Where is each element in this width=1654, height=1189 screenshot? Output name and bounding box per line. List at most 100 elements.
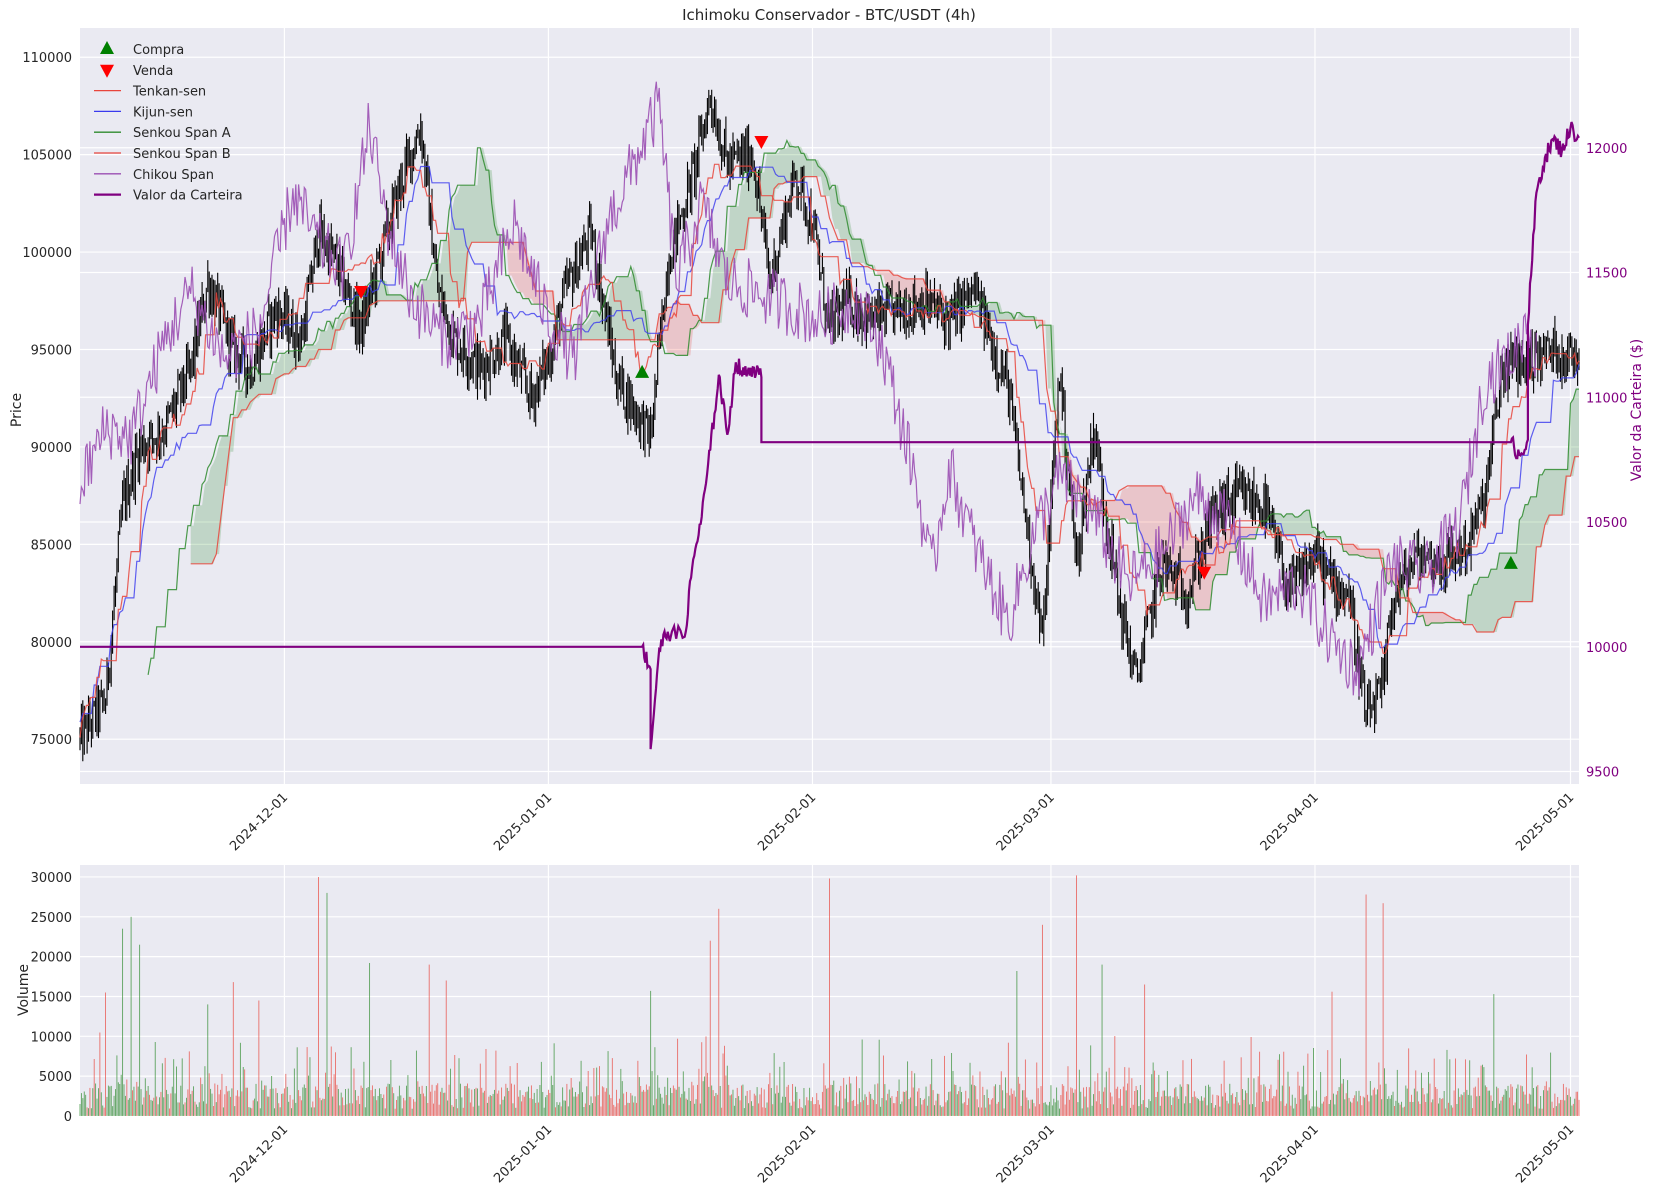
volume-bar xyxy=(1358,1090,1360,1116)
volume-bar xyxy=(150,1099,152,1116)
volume-bar xyxy=(127,1099,129,1116)
volume-bar xyxy=(1203,1097,1205,1116)
volume-bar xyxy=(939,1105,941,1116)
volume-bar xyxy=(617,1103,619,1116)
volume-bar xyxy=(384,1108,386,1116)
volume-bar xyxy=(212,1106,214,1116)
volume-bar xyxy=(1000,1071,1002,1116)
volume-bar xyxy=(716,1094,718,1116)
volume-bar xyxy=(1039,1104,1041,1116)
volume-bar xyxy=(833,1080,835,1116)
volume-bar xyxy=(535,1102,537,1116)
volume-bar xyxy=(164,1057,166,1116)
volume-bar xyxy=(1426,1093,1428,1116)
legend-item: Senkou Span A xyxy=(94,126,231,141)
volume-bar xyxy=(1553,1107,1554,1116)
volume-bar xyxy=(538,1102,539,1116)
volume-bar xyxy=(905,1090,907,1116)
volume-bar xyxy=(794,1086,796,1116)
volume-bar xyxy=(340,1092,342,1116)
volume-bar xyxy=(1094,1081,1096,1116)
volume-bar xyxy=(381,1098,383,1116)
volume-bar xyxy=(352,1103,353,1116)
volume-bar xyxy=(1298,1085,1300,1116)
volume-bar xyxy=(1087,1107,1089,1116)
volume-bar xyxy=(106,1096,108,1116)
volume-bar xyxy=(885,1100,887,1116)
volume-bar xyxy=(616,1089,618,1116)
volume-bar xyxy=(792,1084,794,1116)
volume-bar xyxy=(1054,1102,1056,1116)
volume-bar xyxy=(530,1085,532,1116)
volume-bar xyxy=(1189,1103,1191,1116)
volume-bar xyxy=(1523,1091,1525,1116)
volume-bar xyxy=(1040,1086,1042,1116)
volume-bar xyxy=(878,1039,880,1116)
volume-axis-label: Volume xyxy=(16,964,32,1016)
volume-bar xyxy=(431,1084,433,1116)
volume-bar xyxy=(969,1062,971,1116)
volume-bar xyxy=(218,1094,220,1116)
volume-bar xyxy=(496,1093,498,1116)
volume-bar xyxy=(124,1095,126,1116)
volume-bar xyxy=(506,1087,508,1116)
volume-bar xyxy=(1314,1106,1316,1116)
volume-bar xyxy=(576,1096,578,1116)
volume-bar xyxy=(536,1089,538,1116)
volume-bar xyxy=(1135,1086,1137,1116)
volume-bar xyxy=(1401,1101,1403,1116)
volume-bar xyxy=(753,1093,755,1116)
volume-bar xyxy=(687,1099,688,1116)
volume-bar xyxy=(874,1084,876,1116)
volume-bar xyxy=(1517,1084,1519,1116)
volume-bar xyxy=(1507,1085,1509,1116)
volume-bar xyxy=(684,1091,686,1116)
volume-bar xyxy=(1341,1083,1343,1116)
volume-bar xyxy=(1145,1107,1147,1116)
volume-bar xyxy=(722,1053,724,1116)
volume-bar xyxy=(787,1084,789,1116)
volume-bar xyxy=(908,1099,910,1116)
volume-bar xyxy=(856,1076,857,1116)
volume-bar xyxy=(1504,1089,1506,1116)
y-tick-label: 85000 xyxy=(31,538,72,553)
volume-bar xyxy=(509,1066,511,1116)
volume-bar xyxy=(980,1107,982,1116)
volume-bar xyxy=(468,1088,470,1116)
volume-bar xyxy=(864,1094,866,1116)
volume-bar xyxy=(1074,1089,1076,1116)
volume-bar xyxy=(547,1089,549,1116)
volume-bar xyxy=(640,1086,642,1116)
volume-bar xyxy=(1567,1095,1569,1116)
bullish-cloud xyxy=(1462,389,1579,632)
volume-bar xyxy=(1264,1086,1266,1116)
volume-bar xyxy=(664,1086,666,1116)
volume-bar xyxy=(1402,1107,1404,1116)
volume-bar xyxy=(1022,1090,1023,1116)
volume-bar xyxy=(1110,1092,1112,1116)
volume-bar xyxy=(126,1079,128,1116)
volume-bar xyxy=(1571,1105,1573,1116)
volume-bar xyxy=(877,1083,879,1116)
volume-bar xyxy=(251,1108,253,1116)
legend-label: Compra xyxy=(133,43,184,58)
volume-bar xyxy=(770,1088,772,1116)
volume-bar xyxy=(891,1096,893,1116)
volume-bar xyxy=(461,1097,463,1116)
volume-bar xyxy=(609,1094,610,1116)
volume-bar xyxy=(1175,1087,1177,1116)
volume-bar xyxy=(343,1105,345,1116)
volume-bar xyxy=(983,1095,985,1116)
chart-title: Ichimoku Conservador - BTC/USDT (4h) xyxy=(682,6,976,24)
volume-bar xyxy=(992,1098,994,1116)
volume-bar xyxy=(1257,1076,1259,1116)
volume-bar xyxy=(1178,1098,1180,1116)
volume-bar xyxy=(1252,1104,1253,1116)
volume-bar xyxy=(1306,1094,1307,1116)
bullish-cloud xyxy=(1397,568,1403,598)
volume-bar xyxy=(501,1087,503,1116)
volume-bar xyxy=(1127,1083,1129,1116)
volume-bar xyxy=(1259,1051,1261,1116)
volume-bar xyxy=(1235,1097,1236,1116)
volume-bar xyxy=(451,1105,453,1116)
